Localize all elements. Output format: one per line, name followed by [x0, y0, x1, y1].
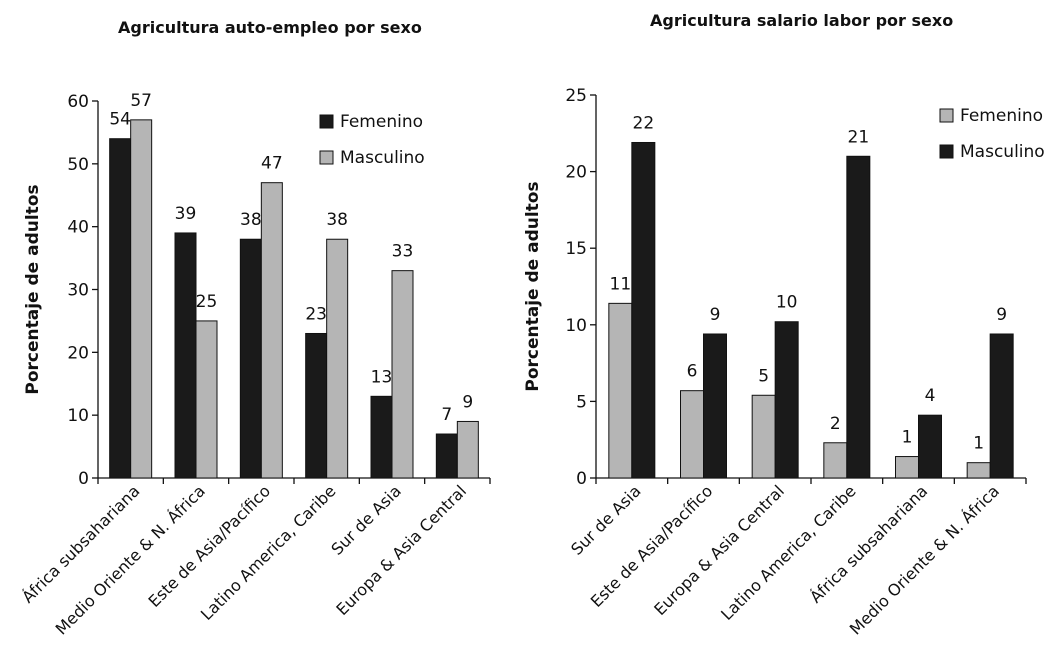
bar-femenino-latino-america-caribe: [305, 332, 328, 479]
legend-label-femenino: Femenino: [960, 106, 1043, 126]
x-category-label: Latino America, Caribe: [717, 481, 860, 624]
legend-swatch-masculino: [319, 150, 334, 165]
y-axis-label: Porcentaje de adultos: [23, 184, 43, 394]
bar-masculino-latino-america-caribe: [846, 155, 871, 479]
bar-femenino-medio-oriente-n-africa: [174, 232, 197, 479]
bar-femenino-sur-de-asia: [370, 395, 393, 479]
bar-masculino-europa-asia-central: [774, 321, 799, 479]
x-category-label: África subsahariana: [806, 481, 931, 606]
bar-masculino-sur-de-asia: [391, 270, 414, 479]
bar-femenino-africa-subsahariana: [895, 456, 919, 479]
bar-masculino-este-de-asia-pacifico: [703, 333, 727, 479]
data-label: 33: [392, 242, 414, 262]
x-category-label: África subsahariana: [18, 481, 143, 606]
y-tick-label: 25: [565, 86, 587, 106]
bar-masculino-latino-america-caribe: [326, 238, 349, 479]
y-tick-label: 10: [565, 316, 587, 336]
legend-label-masculino: Masculino: [340, 148, 425, 168]
x-category-label: Este de Asia/Pacífico: [587, 481, 717, 611]
y-tick-label: 10: [67, 406, 89, 426]
data-label: 39: [175, 204, 197, 224]
y-tick-label: 0: [576, 469, 587, 489]
data-label: 7: [441, 405, 452, 425]
bar-masculino-medio-oriente-n-africa: [989, 333, 1014, 479]
data-label: 23: [305, 304, 327, 324]
x-category-label: Este de Asia/Pacífico: [145, 481, 275, 611]
data-label: 13: [371, 367, 393, 387]
bar-femenino-europa-asia-central: [435, 433, 458, 479]
data-label: 22: [633, 113, 655, 133]
legend-swatch-femenino: [939, 108, 954, 123]
x-category-label: Sur de Asia: [567, 481, 644, 558]
y-tick-label: 20: [67, 343, 89, 363]
y-axis-label: Porcentaje de adultos: [523, 181, 543, 391]
data-label: 38: [240, 210, 262, 230]
data-label: 4: [925, 386, 936, 406]
bar-masculino-africa-subsahariana: [918, 414, 942, 479]
data-label: 1: [902, 428, 913, 448]
data-label: 11: [610, 274, 632, 294]
y-tick-label: 30: [67, 281, 89, 301]
bar-masculino-este-de-asia-pacifico: [260, 182, 283, 479]
data-label: 6: [687, 362, 698, 382]
bar-femenino-medio-oriente-n-africa: [966, 462, 991, 479]
chart-title: Agricultura auto-empleo por sexo: [118, 18, 422, 37]
data-label: 9: [462, 392, 473, 412]
y-tick-label: 15: [565, 239, 587, 259]
x-category-label: Latino America, Caribe: [197, 481, 340, 624]
data-label: 9: [996, 305, 1007, 325]
data-label: 21: [848, 127, 870, 147]
y-tick-label: 0: [78, 469, 89, 489]
bar-masculino-sur-de-asia: [631, 141, 656, 479]
x-category-label: Europa & Asia Central: [650, 481, 788, 619]
chart-right: Agricultura salario labor por sexo 0 5 10 1…: [520, 0, 1054, 657]
bar-femenino-este-de-asia-pacifico: [239, 238, 262, 479]
bar-femenino-latino-america-caribe: [823, 442, 848, 479]
bar-masculino-europa-asia-central: [456, 420, 479, 479]
legend-label-femenino: Femenino: [340, 112, 423, 132]
data-label: 54: [109, 110, 131, 130]
data-label: 38: [326, 210, 348, 230]
data-label: 2: [830, 414, 841, 434]
x-category-label: Medio Oriente & N. África: [846, 481, 1003, 638]
legend-label-masculino: Masculino: [960, 142, 1045, 162]
y-tick-label: 5: [576, 392, 587, 412]
bar-masculino-africa-subsahariana: [130, 119, 153, 479]
data-label: 25: [196, 292, 218, 312]
chart-title: Agricultura salario labor por sexo: [650, 11, 954, 30]
data-label: 1: [973, 434, 984, 454]
y-tick-label: 40: [67, 218, 89, 238]
bar-masculino-medio-oriente-n-africa: [195, 320, 218, 479]
data-label: 57: [130, 91, 152, 111]
bar-femenino-sur-de-asia: [608, 302, 633, 479]
y-tick-label: 20: [565, 163, 587, 183]
bar-femenino-este-de-asia-pacifico: [680, 390, 704, 479]
data-label: 9: [710, 305, 721, 325]
y-tick-label: 60: [67, 92, 89, 112]
data-label: 10: [776, 293, 798, 313]
data-label: 47: [261, 154, 283, 174]
x-category-label: Europa & Asia Central: [332, 481, 470, 619]
legend-swatch-masculino: [939, 144, 954, 159]
legend-swatch-femenino: [319, 114, 334, 129]
data-label: 5: [758, 366, 769, 386]
y-tick-label: 50: [67, 155, 89, 175]
bar-femenino-europa-asia-central: [751, 394, 776, 479]
bar-femenino-africa-subsahariana: [109, 138, 132, 479]
chart-left: Agricultura auto-empleo por sexo 0 10 20 30…: [0, 0, 520, 657]
